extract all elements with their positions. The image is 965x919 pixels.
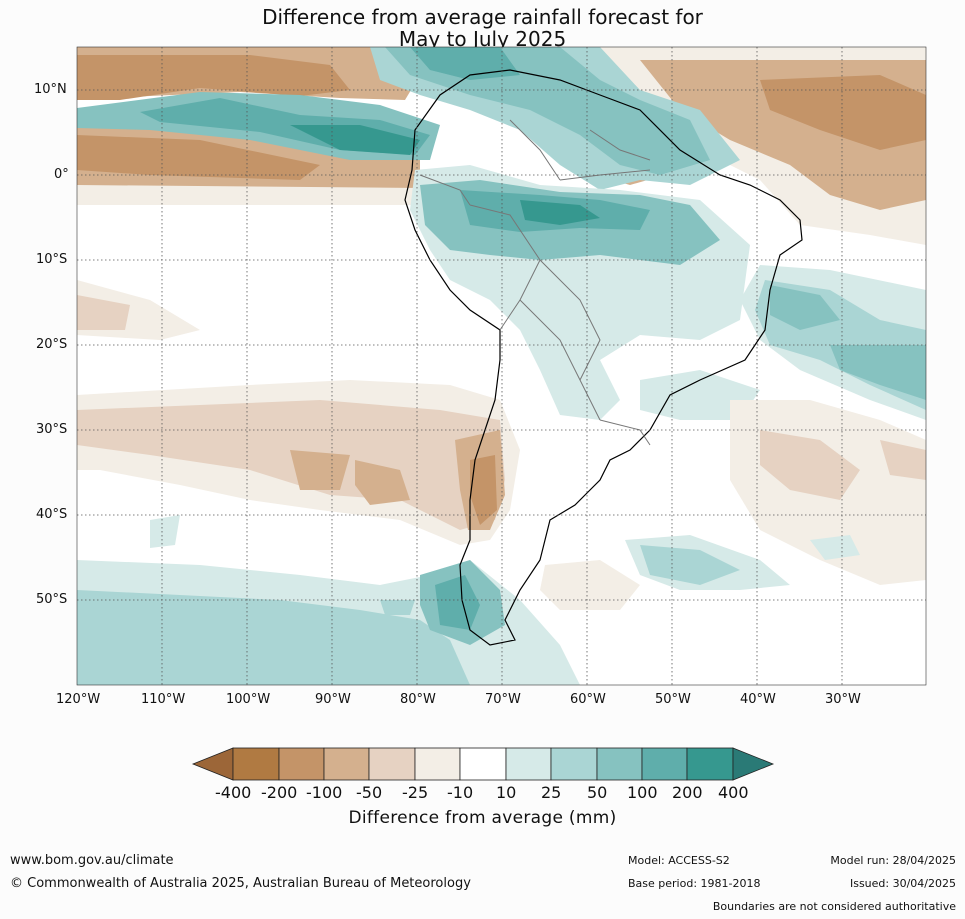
lon-label-70w: 70°W bbox=[485, 692, 521, 707]
colorbar-swatch-10 bbox=[641, 747, 688, 781]
rainfall-dry-anomaly-south-pacific bbox=[77, 280, 520, 545]
colorbar-swatch-11 bbox=[686, 747, 734, 781]
lon-label-110w: 110°W bbox=[141, 692, 186, 707]
lat-label-40s: 40°S bbox=[36, 507, 68, 522]
rainfall-anomaly-south-atlantic bbox=[540, 400, 926, 610]
lat-label-50s: 50°S bbox=[36, 592, 68, 607]
lat-label-30s: 30°S bbox=[36, 422, 68, 437]
colorbar-swatch-0 bbox=[191, 747, 234, 781]
colorbar-tick: -200 bbox=[261, 783, 298, 802]
colorbar-tick: -10 bbox=[447, 783, 474, 802]
colorbar-title: Difference from average (mm) bbox=[348, 808, 617, 828]
rainfall-wet-anomaly-southern-ocean bbox=[77, 515, 580, 685]
lat-label-10s: 10°S bbox=[36, 252, 68, 267]
colorbar-swatch-9 bbox=[596, 747, 643, 781]
colorbar-swatch-3 bbox=[323, 747, 370, 781]
lon-label-50w: 50°W bbox=[655, 692, 691, 707]
rainfall-wet-anomaly-north bbox=[77, 47, 740, 190]
colorbar-swatch-6 bbox=[459, 747, 507, 781]
footer-model: Model: ACCESS-S2 bbox=[628, 854, 730, 867]
lat-label-0: 0° bbox=[54, 167, 69, 182]
colorbar-tick: -50 bbox=[356, 783, 383, 802]
footer-issued: Issued: 30/04/2025 bbox=[849, 877, 956, 890]
colorbar-tick: 50 bbox=[587, 783, 608, 802]
colorbar-swatch-1 bbox=[232, 747, 280, 781]
colorbar bbox=[191, 747, 775, 781]
map-graticule bbox=[77, 47, 926, 685]
footer-copyright: © Commonwealth of Australia 2025, Austra… bbox=[10, 876, 471, 891]
colorbar-swatch-7 bbox=[505, 747, 552, 781]
rainfall-wet-anomaly-amazon bbox=[410, 165, 750, 420]
footer-disclaimer: Boundaries are not considered authoritat… bbox=[712, 900, 956, 913]
lon-label-80w: 80°W bbox=[400, 692, 436, 707]
lon-label-100w: 100°W bbox=[226, 692, 271, 707]
map-title-line-1: Difference from average rainfall forecas… bbox=[262, 5, 703, 29]
lon-label-30w: 30°W bbox=[825, 692, 861, 707]
lon-label-60w: 60°W bbox=[570, 692, 606, 707]
lat-label-10n: 10°N bbox=[34, 82, 67, 97]
colorbar-tick: 100 bbox=[627, 783, 658, 802]
colorbar-tick: 200 bbox=[672, 783, 703, 802]
footer-website: www.bom.gov.au/climate bbox=[10, 853, 174, 868]
lon-label-120w: 120°W bbox=[56, 692, 101, 707]
colorbar-tick: 400 bbox=[718, 783, 749, 802]
colorbar-tick: 25 bbox=[541, 783, 562, 802]
lat-label-20s: 20°S bbox=[36, 337, 68, 352]
map-frame bbox=[76, 46, 927, 686]
colorbar-swatch-2 bbox=[278, 747, 325, 781]
footer-base-period: Base period: 1981-2018 bbox=[628, 877, 761, 890]
colorbar-swatch-8 bbox=[550, 747, 598, 781]
rainfall-dry-anomaly-north bbox=[77, 47, 926, 245]
colorbar-swatch-4 bbox=[368, 747, 416, 781]
colorbar-swatch-5 bbox=[414, 747, 461, 781]
footer-model-run: Model run: 28/04/2025 bbox=[830, 854, 956, 867]
colorbar-tick: -400 bbox=[215, 783, 252, 802]
map-title-line-2: May to July 2025 bbox=[398, 27, 567, 51]
colorbar-swatch-12 bbox=[732, 747, 775, 781]
south-america-coastline bbox=[404, 69, 803, 646]
colorbar-tick: -100 bbox=[306, 783, 343, 802]
colorbar-tick: 10 bbox=[496, 783, 517, 802]
lon-label-40w: 40°W bbox=[740, 692, 776, 707]
lon-label-90w: 90°W bbox=[315, 692, 351, 707]
colorbar-tick: -25 bbox=[402, 783, 429, 802]
